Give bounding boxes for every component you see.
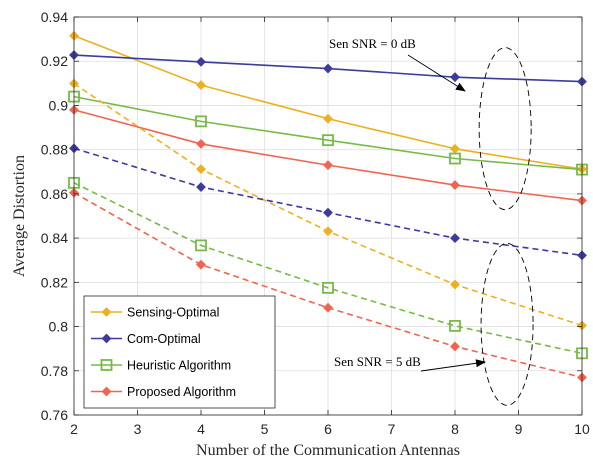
annotation-arrow [420, 359, 486, 372]
x-tick-label: 2 [70, 421, 78, 437]
series-line [73, 95, 583, 171]
y-tick-label: 0.8 [49, 319, 69, 335]
data-point-marker [196, 259, 206, 270]
y-tick-label: 0.94 [41, 9, 68, 25]
data-point-marker [450, 279, 460, 290]
legend-box [83, 295, 276, 409]
annotation-label: Sen SNR = 5 dB [334, 354, 421, 369]
x-axis-title: Number of the Communication Antennas [196, 442, 460, 459]
legend: Sensing-Optimal Com-Optimal Heuristic Algo… [83, 295, 276, 409]
data-point-marker [449, 152, 461, 165]
series-line [73, 182, 583, 355]
legend-label: Sensing-Optimal [127, 306, 219, 320]
data-point-marker [323, 207, 333, 218]
legend-marker [100, 359, 113, 371]
data-point-marker [195, 115, 207, 128]
data-point-marker [323, 160, 333, 171]
data-point-marker [322, 134, 334, 147]
legend-label: Heuristic Algorithm [127, 359, 231, 373]
legend-label: Com-Optimal [127, 332, 201, 346]
data-point-marker [196, 164, 206, 175]
data-point-marker [449, 319, 461, 332]
y-tick-label: 0.88 [41, 142, 68, 158]
y-tick-label: 0.82 [41, 274, 68, 290]
x-tick-label: 7 [388, 421, 396, 437]
data-point-marker [196, 56, 206, 67]
y-tick-label: 0.84 [41, 230, 68, 246]
legend-marker [101, 307, 112, 317]
legend-label: Proposed Algorithm [127, 385, 236, 399]
data-point-marker [450, 72, 460, 83]
data-point-marker [450, 341, 460, 352]
data-point-marker [195, 239, 207, 252]
data-point-marker [196, 138, 206, 149]
snr-group-ellipse [480, 242, 534, 406]
x-tick-label: 10 [574, 421, 590, 437]
y-tick-label: 0.9 [49, 97, 69, 113]
data-point-marker [322, 281, 334, 294]
x-tick-label: 4 [197, 421, 205, 437]
annotations: Sen SNR = 0 dB Sen SNR = 5 dB [329, 36, 534, 406]
annotation-arrow [407, 54, 466, 92]
y-tick-label: 0.92 [41, 53, 68, 69]
x-tick-label: 8 [451, 421, 459, 437]
data-point-marker [196, 80, 206, 91]
legend-marker [101, 386, 112, 397]
data-point-marker [323, 302, 333, 313]
annotation-label: Sen SNR = 0 dB [329, 36, 416, 51]
y-axis-title: Average Distortion [11, 155, 28, 277]
data-point-marker [323, 63, 333, 74]
x-tick-label: 3 [134, 421, 142, 437]
x-tick-label: 5 [261, 421, 269, 437]
x-tick-label: 9 [515, 421, 523, 437]
x-tick-label: 6 [324, 421, 332, 437]
snr-group-ellipse [478, 47, 532, 211]
data-point-marker [450, 233, 460, 244]
data-point-marker [323, 226, 333, 237]
legend-marker [101, 333, 112, 344]
data-point-marker [450, 180, 460, 190]
axis-ticks: 2 3 4 5 6 7 8 9 10 0.76 0.78 0.8 0.82 0.84 0.86 0.88 0.9… [41, 9, 590, 437]
y-tick-label: 0.86 [41, 186, 68, 202]
y-tick-label: 0.78 [41, 363, 68, 379]
y-tick-label: 0.76 [41, 407, 68, 423]
data-point-marker [196, 182, 206, 192]
data-point-marker [323, 113, 333, 124]
